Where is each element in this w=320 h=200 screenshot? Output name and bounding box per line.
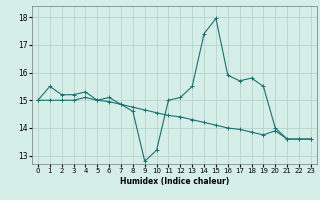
X-axis label: Humidex (Indice chaleur): Humidex (Indice chaleur) [120, 177, 229, 186]
